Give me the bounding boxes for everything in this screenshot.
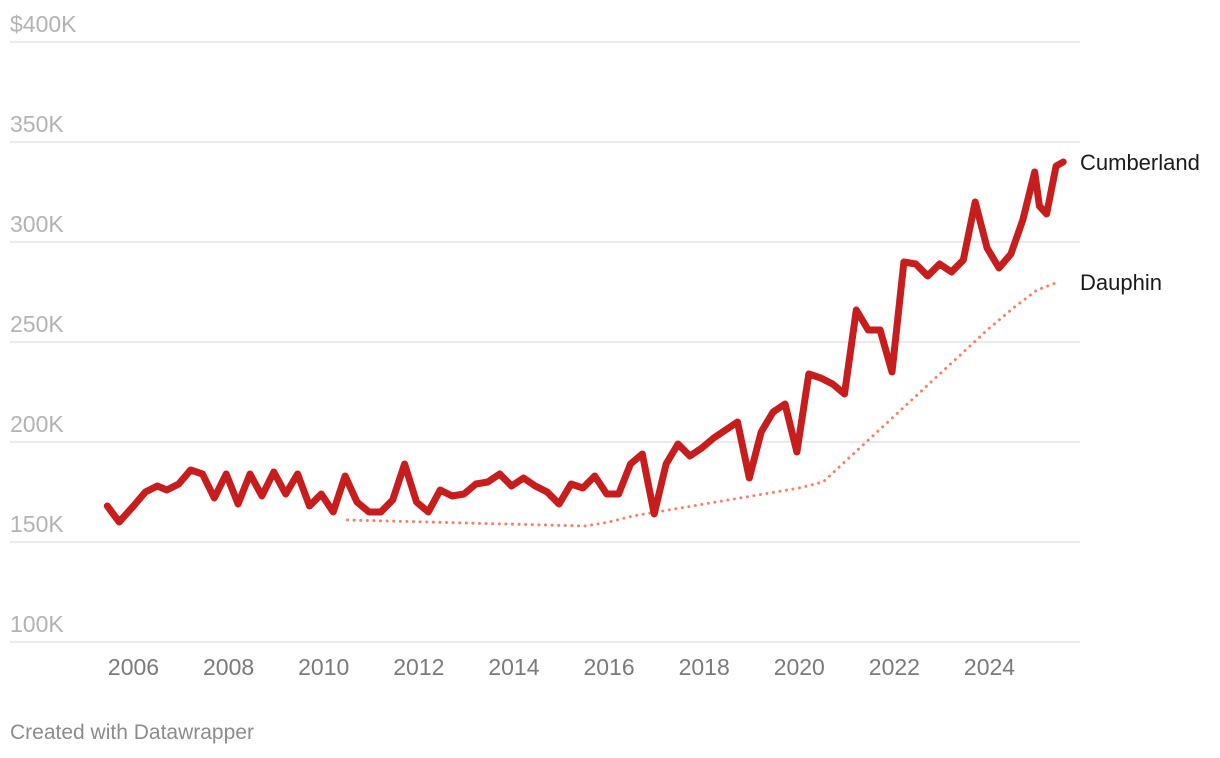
series-lines (103, 158, 1067, 528)
y-tick-label: 300K (10, 211, 64, 237)
series-line-cumberland (103, 158, 1067, 526)
series-labels: Dauphin Cumberland (1080, 150, 1200, 295)
y-axis-ticks: $400K 350K 300K 250K 200K 150K 100K (10, 11, 77, 637)
y-tick-label: 250K (10, 311, 64, 337)
footer-credit: Created with Datawrapper (10, 721, 254, 744)
x-tick-label: 2008 (203, 654, 254, 680)
series-line-dauphin (346, 280, 1060, 528)
x-tick-label: 2010 (298, 654, 349, 680)
x-tick-label: 2014 (488, 654, 539, 680)
x-tick-label: 2018 (679, 654, 730, 680)
gridlines (10, 41, 1080, 643)
x-tick-label: 2006 (108, 654, 159, 680)
y-tick-label: 350K (10, 111, 64, 137)
x-tick-label: 2024 (964, 654, 1015, 680)
series-label-cumberland: Cumberland (1080, 150, 1200, 175)
x-axis-ticks: 2006 2008 2010 2012 2014 2016 2018 2020 2022 2024 (108, 654, 1015, 680)
y-tick-label: 150K (10, 511, 64, 537)
x-tick-label: 2022 (869, 654, 920, 680)
series-label-dauphin: Dauphin (1080, 270, 1162, 295)
y-tick-label: $400K (10, 11, 77, 37)
y-tick-label: 200K (10, 411, 64, 437)
x-tick-label: 2012 (393, 654, 444, 680)
x-tick-label: 2016 (583, 654, 634, 680)
y-tick-label: 100K (10, 611, 64, 637)
x-tick-label: 2020 (774, 654, 825, 680)
